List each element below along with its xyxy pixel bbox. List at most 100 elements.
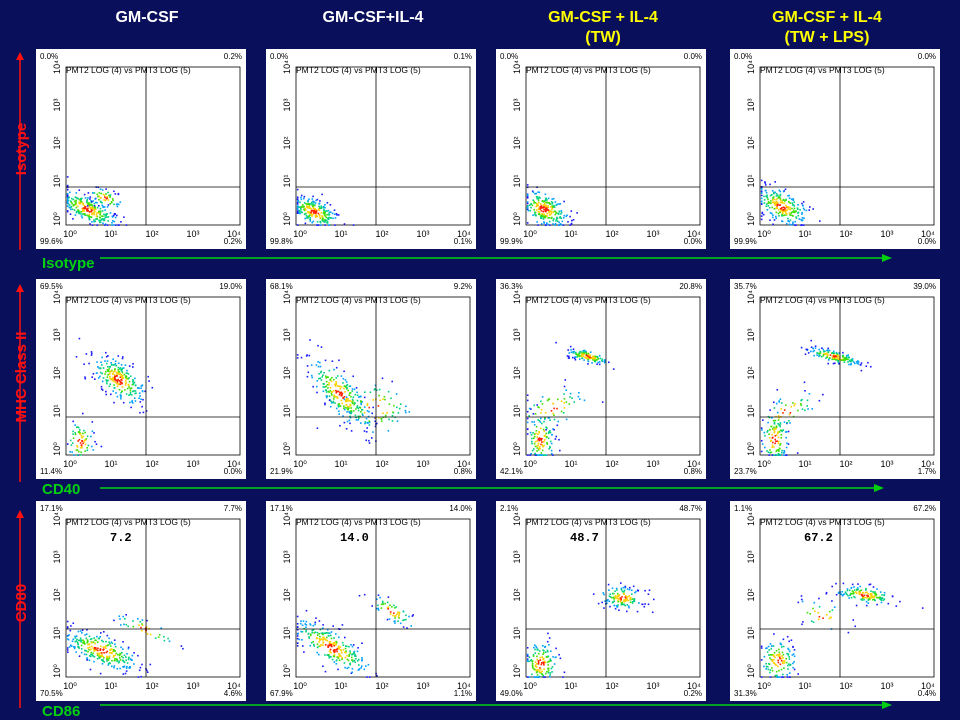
event-dot bbox=[800, 224, 803, 226]
event-dot bbox=[113, 387, 116, 389]
event-dot bbox=[378, 417, 380, 419]
event-dot bbox=[554, 224, 556, 226]
event-dot bbox=[340, 650, 343, 652]
event-dot bbox=[394, 622, 396, 624]
event-dot bbox=[777, 453, 780, 455]
event-dot bbox=[783, 660, 786, 662]
event-dot bbox=[818, 354, 820, 356]
event-dot bbox=[345, 398, 348, 400]
event-dot bbox=[119, 201, 122, 203]
event-dot bbox=[386, 618, 389, 621]
event-dot bbox=[782, 412, 784, 414]
event-dot bbox=[91, 203, 93, 206]
event-dot bbox=[115, 379, 118, 382]
event-dot bbox=[536, 663, 538, 665]
event-dot bbox=[351, 390, 354, 392]
event-dot bbox=[322, 642, 325, 644]
event-dot bbox=[69, 439, 72, 442]
event-dot bbox=[536, 674, 539, 676]
event-dot bbox=[344, 391, 346, 393]
event-dot bbox=[374, 420, 376, 423]
event-dot bbox=[779, 425, 781, 428]
event-dot bbox=[603, 593, 605, 596]
event-dot bbox=[391, 606, 393, 608]
column-header-3: GM-CSF + IL-4 (TW) bbox=[503, 8, 703, 48]
event-dot bbox=[856, 588, 858, 591]
event-dot bbox=[596, 363, 598, 365]
event-dot bbox=[66, 627, 69, 629]
event-dot bbox=[529, 209, 532, 212]
event-dot bbox=[537, 438, 540, 440]
event-dot bbox=[783, 409, 786, 411]
event-dot bbox=[110, 648, 112, 650]
event-dot bbox=[96, 212, 98, 214]
event-dot bbox=[86, 641, 88, 644]
event-dot bbox=[109, 371, 112, 373]
event-dot bbox=[93, 646, 96, 649]
event-dot bbox=[107, 199, 110, 201]
event-dot bbox=[540, 207, 543, 209]
event-dot bbox=[847, 594, 849, 597]
event-dot bbox=[769, 449, 771, 451]
event-dot bbox=[774, 442, 776, 445]
event-dot bbox=[100, 388, 103, 390]
event-dot bbox=[802, 204, 804, 207]
event-dot bbox=[773, 219, 776, 221]
event-dot bbox=[323, 372, 325, 374]
event-dot bbox=[860, 364, 862, 366]
event-dot bbox=[98, 212, 100, 215]
x-tick-label: 10⁰ bbox=[63, 229, 77, 239]
event-dot bbox=[547, 202, 549, 204]
event-dot bbox=[762, 213, 765, 216]
event-dot bbox=[95, 443, 98, 445]
event-dot bbox=[876, 588, 878, 590]
event-dot bbox=[296, 635, 299, 637]
event-dot bbox=[809, 613, 811, 615]
event-dot bbox=[602, 592, 605, 594]
event-dot bbox=[378, 388, 381, 391]
event-dot bbox=[543, 660, 546, 663]
event-dot bbox=[785, 205, 788, 208]
x-tick-label: 10³ bbox=[646, 229, 659, 239]
event-dot bbox=[315, 617, 317, 619]
quadrant-percent-tl: 0.0% bbox=[500, 52, 519, 61]
event-dot bbox=[387, 430, 390, 432]
event-dot bbox=[314, 631, 317, 634]
event-dot bbox=[538, 670, 541, 673]
event-dot bbox=[139, 666, 142, 669]
event-dot bbox=[90, 651, 93, 654]
event-dot bbox=[106, 224, 109, 226]
event-dot bbox=[350, 430, 353, 432]
event-dot bbox=[311, 376, 313, 379]
event-dot bbox=[317, 212, 320, 215]
event-dot bbox=[70, 208, 72, 211]
event-dot bbox=[86, 435, 89, 438]
event-dot bbox=[528, 660, 530, 663]
event-dot bbox=[116, 205, 119, 208]
event-dot bbox=[296, 208, 299, 210]
event-dot bbox=[594, 355, 596, 358]
event-dot bbox=[844, 358, 847, 360]
event-dot bbox=[787, 208, 790, 210]
y-tick-label: 10¹ bbox=[282, 174, 292, 187]
event-dot bbox=[330, 634, 332, 637]
event-dot bbox=[849, 360, 851, 363]
event-dot bbox=[546, 201, 548, 204]
event-dot bbox=[794, 210, 796, 213]
event-dot bbox=[344, 379, 347, 381]
event-dot bbox=[339, 385, 341, 388]
event-dot bbox=[83, 642, 86, 644]
event-dot bbox=[144, 390, 146, 393]
event-dot bbox=[647, 603, 650, 606]
quadrant-percent-br: 0.1% bbox=[453, 237, 472, 246]
event-dot bbox=[526, 659, 529, 661]
event-dot bbox=[539, 197, 541, 199]
plot-title: PMT2 LOG (4) vs PMT3 LOG (5) bbox=[526, 295, 651, 305]
event-dot bbox=[562, 676, 564, 678]
event-dot bbox=[101, 389, 104, 391]
event-dot bbox=[118, 224, 120, 226]
event-dot bbox=[74, 201, 77, 204]
event-dot bbox=[391, 380, 393, 383]
event-dot bbox=[781, 200, 783, 203]
event-dot bbox=[860, 362, 863, 364]
